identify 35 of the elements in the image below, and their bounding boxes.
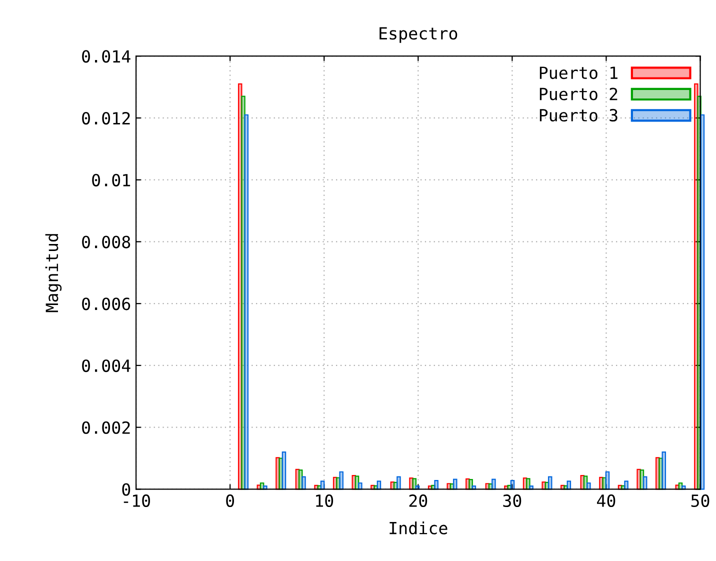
- x-tick-label: 10: [316, 494, 334, 508]
- chart-title: Espectro: [380, 27, 458, 43]
- y-tick-label: 0.012: [82, 112, 130, 125]
- bar: [396, 476, 401, 490]
- y-tick-label: 0.008: [82, 236, 130, 248]
- y-tick-label: 0.006: [82, 298, 130, 310]
- bar: [624, 480, 628, 490]
- y-tick-label: 0.004: [82, 359, 130, 372]
- y-axis-title: Magnitud: [45, 234, 62, 312]
- x-tick-label: 50: [691, 494, 710, 508]
- bar: [453, 478, 458, 490]
- y-tick-label: 0.002: [82, 421, 130, 434]
- bar: [282, 452, 286, 490]
- y-tick-label: 0.01: [92, 174, 130, 186]
- bar: [302, 476, 306, 490]
- bar: [358, 482, 362, 490]
- bar: [468, 479, 473, 490]
- legend-label: Puerto 2: [540, 88, 618, 100]
- bar: [605, 471, 610, 490]
- legend-label: Puerto 1: [540, 66, 618, 80]
- x-tick-label: 40: [597, 494, 616, 508]
- x-tick-label: 30: [503, 494, 522, 508]
- bar: [339, 471, 344, 490]
- x-tick-label: -10: [124, 494, 150, 508]
- x-axis-title: Indice: [390, 521, 448, 534]
- y-tick-label: 0: [122, 483, 130, 496]
- y-tick-label: 0.014: [82, 50, 130, 63]
- x-tick-label: 0: [226, 494, 234, 508]
- legend-label: Puerto 3: [540, 108, 618, 122]
- bar: [434, 480, 438, 490]
- bar: [586, 482, 591, 490]
- bar: [244, 114, 248, 490]
- x-tick-label: 20: [409, 494, 428, 508]
- bar: [492, 478, 496, 490]
- bar: [662, 452, 666, 490]
